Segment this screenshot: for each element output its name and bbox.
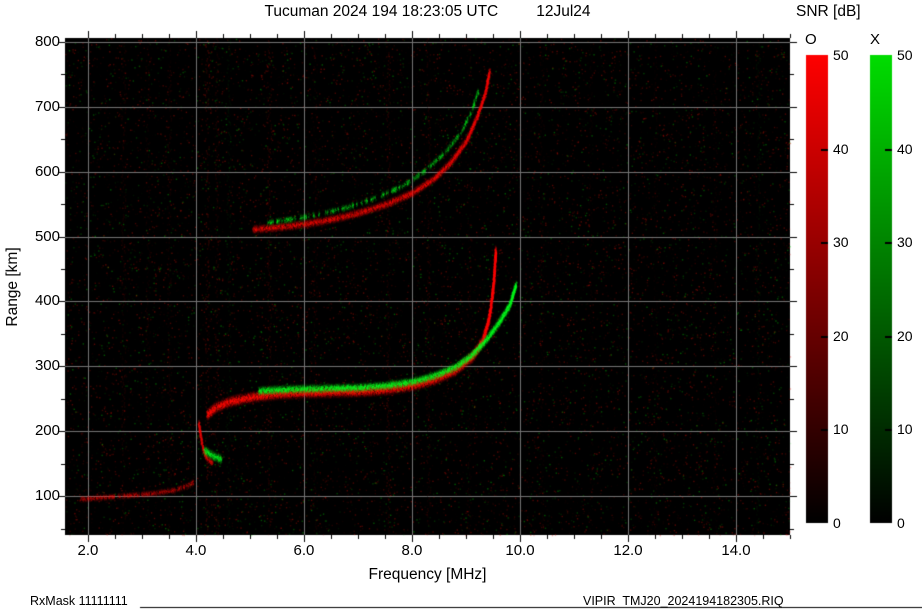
colorbar-title: SNR [dB] <box>796 3 861 20</box>
colorbar-o-label: O <box>805 31 817 48</box>
x-axis-title: Frequency [MHz] <box>368 566 487 583</box>
title-row: Tucuman 2024 194 18:23:05 UTC 12Jul24 <box>65 3 790 21</box>
plot-title: Tucuman 2024 194 18:23:05 UTC <box>264 3 499 20</box>
footer-filename: VIPIR TMJ20_2024194182305.RIQ <box>583 594 784 608</box>
footer-rxmask: RxMask 11111111 <box>30 594 128 608</box>
y-axis-title: Range [km] <box>4 247 21 327</box>
plot-date: 12Jul24 <box>536 3 591 20</box>
colorbar-x-label: X <box>870 31 881 48</box>
